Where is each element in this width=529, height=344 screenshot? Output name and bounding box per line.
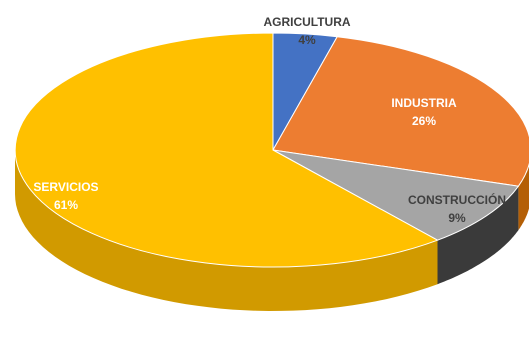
pie-slice-industria [272,36,529,187]
pie-slice-construccion [272,149,520,241]
pie-slice-servicios [14,32,439,268]
slice-label-servicios: SERVICIOS [33,180,98,194]
pie-side-servicios [15,150,438,311]
slice-value-industria: 26% [412,114,436,128]
pie-side-industria [518,164,529,231]
slice-label-construccion: CONSTRUCCIÓN [408,192,506,207]
slice-label-agricultura: AGRICULTURA [263,15,350,29]
pie-slices [14,32,529,268]
pie-side-construccion [437,186,519,285]
slice-value-servicios: 61% [54,198,78,212]
slice-value-construccion: 9% [448,211,466,225]
slice-value-agricultura: 4% [298,33,316,47]
pie-labels: AGRICULTURA 4% INDUSTRIA 26% CONSTRUCCIÓ… [33,15,506,225]
slice-label-industria: INDUSTRIA [391,96,457,110]
pie-sides [15,150,529,311]
